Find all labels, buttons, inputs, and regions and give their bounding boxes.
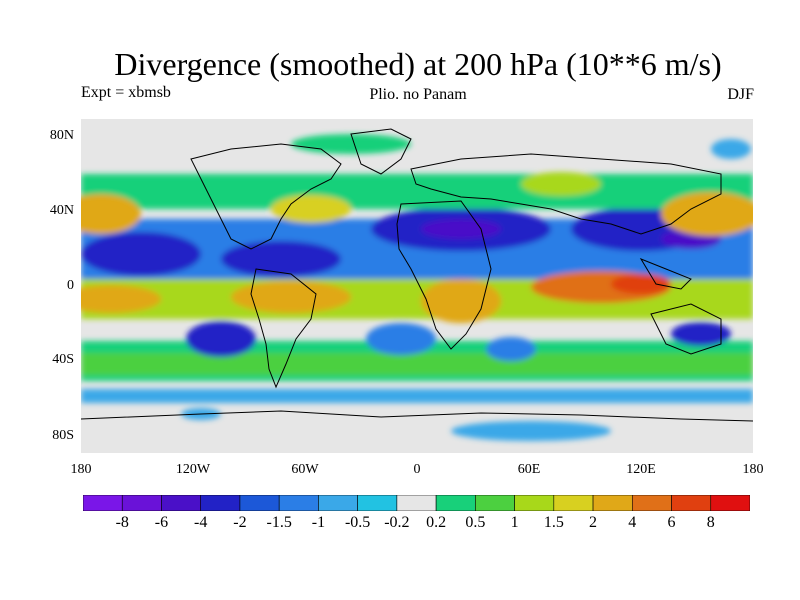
- colorbar-label: -0.2: [384, 514, 410, 531]
- lat-tick-label: 80N: [49, 128, 74, 143]
- colorbar-label: 6: [667, 514, 676, 531]
- colorbar-swatch: [318, 495, 358, 511]
- colorbar-swatch: [396, 495, 437, 511]
- colorbar-swatch: [121, 495, 162, 511]
- colorbar-label: -1: [311, 514, 326, 531]
- colorbar-label: 1.5: [543, 514, 564, 531]
- lat-tick-label: 40S: [52, 352, 74, 367]
- colorbar-swatch: [83, 495, 123, 511]
- experiment-label: Expt = xbmsb: [81, 84, 171, 101]
- colorbar-swatch: [357, 495, 398, 511]
- colorbar-swatch: [631, 495, 672, 511]
- colorbar-label: -6: [154, 514, 169, 531]
- colorbar-label: -2: [233, 514, 247, 531]
- colorbar-swatch: [435, 495, 476, 511]
- colorbar-label: 1: [510, 514, 519, 531]
- season-label: DJF: [727, 86, 754, 103]
- colorbar-label: 8: [706, 514, 715, 531]
- lon-tick-label: 180: [70, 462, 92, 477]
- lon-tick-label: 120E: [626, 462, 656, 477]
- lon-tick-label: 120W: [175, 462, 211, 477]
- lon-tick-label: 0: [413, 462, 421, 477]
- colorbar-label: 0.2: [426, 514, 447, 531]
- divergence-map: [81, 119, 753, 453]
- colorbar-swatch: [239, 495, 280, 511]
- lat-tick-label: 40N: [49, 203, 74, 218]
- colorbar-label: -4: [194, 514, 208, 531]
- colorbar-swatch: [514, 495, 555, 511]
- lat-tick-label: 80S: [52, 428, 74, 443]
- colorbar-swatch: [553, 495, 594, 511]
- lon-tick-label: 180: [742, 462, 764, 477]
- divergence-contours: [81, 134, 753, 441]
- colorbar-swatch: [671, 495, 712, 511]
- chart-title: Divergence (smoothed) at 200 hPa (10**6 …: [114, 46, 722, 82]
- lon-tick-label: 60E: [517, 462, 541, 477]
- map-field: [81, 119, 753, 453]
- colorbar-label: -8: [115, 514, 129, 531]
- lon-tick-label: 60W: [291, 462, 319, 477]
- coastlines: [81, 128, 753, 422]
- colorbar-label: 0.5: [465, 514, 486, 531]
- colorbar: [83, 495, 750, 511]
- run-name-label: Plio. no Panam: [369, 86, 467, 103]
- colorbar-label: 4: [628, 514, 637, 531]
- colorbar-swatch: [592, 495, 633, 511]
- colorbar-label: 2: [589, 514, 598, 531]
- colorbar-swatch: [161, 495, 202, 511]
- lat-tick-label: 0: [67, 278, 74, 293]
- colorbar-label: -0.5: [344, 514, 371, 531]
- colorbar-label: -1.5: [266, 514, 292, 531]
- colorbar-swatch: [475, 495, 515, 511]
- colorbar-swatch: [710, 495, 750, 511]
- colorbar-swatch: [278, 495, 319, 511]
- colorbar-swatch: [200, 495, 241, 511]
